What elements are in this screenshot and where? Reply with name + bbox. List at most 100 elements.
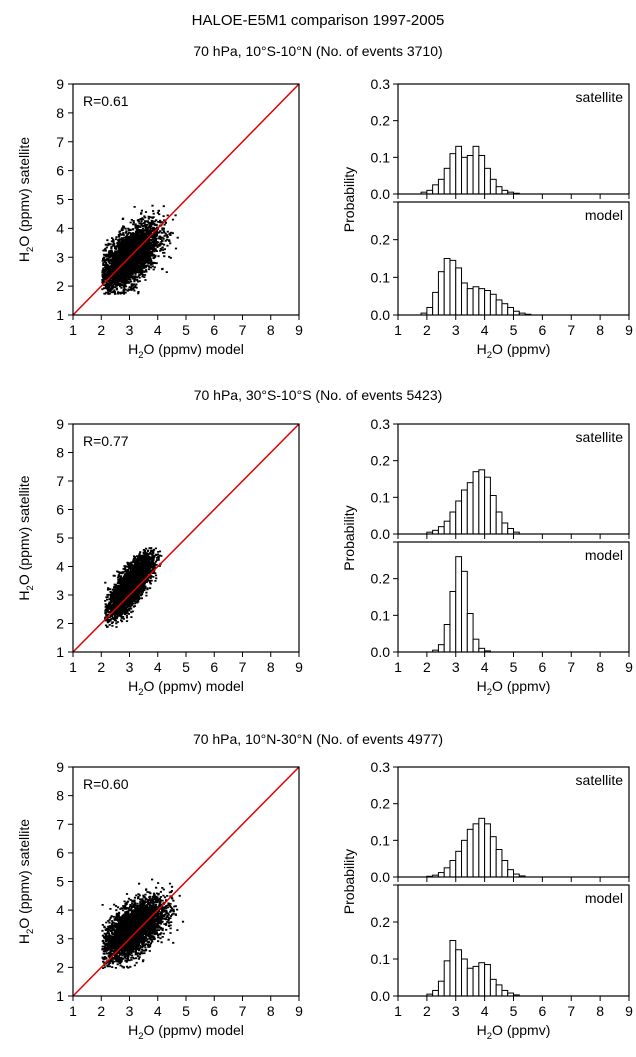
- hist-series-label: model: [585, 547, 623, 563]
- y-tick-label: 9: [56, 416, 64, 432]
- hist-bar: [495, 984, 503, 997]
- y-tick-label: 4: [56, 902, 64, 918]
- hist-bar: [461, 570, 468, 653]
- y-tick-label: 3: [56, 931, 64, 947]
- x-tick-label: 7: [239, 659, 247, 675]
- x-tick-label: 1: [69, 1003, 77, 1019]
- hist-y-tick-label: 0.1: [371, 269, 391, 285]
- hist-x-tick-label: 8: [596, 659, 604, 675]
- hist-xlabel: H2O (ppmv): [477, 341, 551, 361]
- hist-x-tick-label: 4: [481, 322, 489, 338]
- hist-bar: [478, 155, 486, 195]
- hist-bar: [472, 471, 480, 535]
- hist-y-tick-label: 0.2: [371, 796, 391, 812]
- y-tick-label: 1: [56, 644, 64, 660]
- hist-bar: [501, 860, 509, 878]
- x-tick-label: 5: [182, 1003, 190, 1019]
- hist-bar: [443, 258, 451, 316]
- hist-x-tick-label: 9: [625, 322, 633, 338]
- hist-bar: [449, 153, 457, 195]
- x-tick-label: 8: [267, 322, 275, 338]
- panel-subtitle: 70 hPa, 10°S-10°N (No. of events 3710): [193, 43, 442, 59]
- hist-ylabel: Probability: [341, 167, 357, 232]
- y-tick-label: 3: [56, 249, 64, 265]
- hist-bar: [472, 823, 480, 878]
- hist-bar: [466, 613, 474, 653]
- hist-bar: [466, 155, 474, 195]
- y-tick-label: 8: [56, 105, 64, 121]
- x-tick-label: 8: [267, 659, 275, 675]
- hist-bar: [507, 306, 515, 316]
- hist-bar: [466, 967, 474, 997]
- y-tick-label: 3: [56, 587, 64, 603]
- hist-bar: [507, 869, 515, 878]
- hist-bar: [437, 271, 445, 316]
- hist-bar: [455, 145, 463, 195]
- y-tick-label: 5: [56, 874, 64, 890]
- hist-xlabel: H2O (ppmv): [477, 678, 551, 698]
- scatter-xlabel-text: H2O (ppmv) model: [128, 1022, 244, 1042]
- hist-bar: [426, 306, 434, 316]
- hist-x-tick-label: 9: [625, 1003, 633, 1019]
- identity-line: [72, 423, 300, 653]
- x-tick-label: 2: [97, 1003, 105, 1019]
- x-tick-label: 7: [239, 322, 247, 338]
- hist-x-tick-label: 8: [596, 322, 604, 338]
- hist-y-tick-label: 0.0: [371, 307, 391, 323]
- hist-bar: [495, 849, 503, 878]
- hist-y-tick-label: 0.1: [371, 832, 391, 848]
- hist-ylabel: Probability: [341, 849, 357, 914]
- y-tick-label: 6: [56, 163, 64, 179]
- hist-y-tick-label: 0.0: [371, 644, 391, 660]
- scatter-xlabel-text: H2O (ppmv) model: [128, 678, 244, 698]
- scatter-xlabel: H2O (ppmv) model: [128, 678, 244, 698]
- x-tick-label: 5: [182, 659, 190, 675]
- y-tick-label: 5: [56, 192, 64, 208]
- y-tick-label: 4: [56, 220, 64, 236]
- y-tick-label: 1: [56, 988, 64, 1004]
- hist-series-label: satellite: [576, 89, 624, 105]
- scatter-plot: 1 2 3 4 5 6 7 8 9 1 2 3 4 5 6 7 8 9 R=0.77 H2O (ppmv) model…: [16, 416, 303, 698]
- y-tick-label: 8: [56, 788, 64, 804]
- hist-y-tick-label: 0.0: [371, 988, 391, 1004]
- hist-bar: [437, 526, 445, 535]
- hist-bar: [455, 556, 463, 653]
- x-tick-label: 9: [295, 1003, 303, 1019]
- hist-x-tick-label: 5: [510, 322, 518, 338]
- x-tick-label: 6: [210, 1003, 218, 1019]
- hist-x-tick-label: 3: [452, 659, 460, 675]
- x-tick-label: 4: [154, 1003, 162, 1019]
- hist-bar: [461, 282, 468, 316]
- y-tick-label: 6: [56, 845, 64, 861]
- hist-bar: [507, 528, 515, 535]
- hist-bar: [432, 184, 439, 195]
- x-tick-label: 4: [154, 322, 162, 338]
- y-tick-label: 5: [56, 530, 64, 546]
- hist-bar: [432, 291, 439, 316]
- x-tick-label: 9: [295, 659, 303, 675]
- scatter-ylabel-text: H2O (ppmv) satellite: [16, 475, 36, 600]
- hist-x-tick-label: 6: [538, 1003, 546, 1019]
- x-tick-label: 3: [126, 1003, 134, 1019]
- hist-bar: [478, 962, 486, 997]
- hist-series-label: model: [585, 207, 623, 223]
- hist-bar: [489, 978, 497, 997]
- hist-bar: [472, 286, 480, 316]
- hist-x-tick-label: 4: [481, 1003, 489, 1019]
- hist-bar: [466, 828, 474, 878]
- x-tick-label: 5: [182, 322, 190, 338]
- hist-y-tick-label: 0.0: [371, 869, 391, 885]
- scatter-points: [101, 204, 179, 295]
- x-tick-label: 4: [154, 659, 162, 675]
- hist-bar: [443, 520, 451, 535]
- hist-bar: [478, 817, 486, 878]
- x-tick-label: 8: [267, 1003, 275, 1019]
- histogram-model: 0.0 0.1 0.2 1 2 3 4 5 6 7 8 9 model: [371, 541, 633, 675]
- y-tick-label: 4: [56, 559, 64, 575]
- hist-x-tick-label: 3: [452, 322, 460, 338]
- hist-xlabel-text: H2O (ppmv): [477, 341, 551, 361]
- hist-bar: [437, 178, 445, 195]
- x-tick-label: 6: [210, 322, 218, 338]
- hist-x-tick-label: 8: [596, 1003, 604, 1019]
- hist-x-tick-label: 7: [567, 1003, 575, 1019]
